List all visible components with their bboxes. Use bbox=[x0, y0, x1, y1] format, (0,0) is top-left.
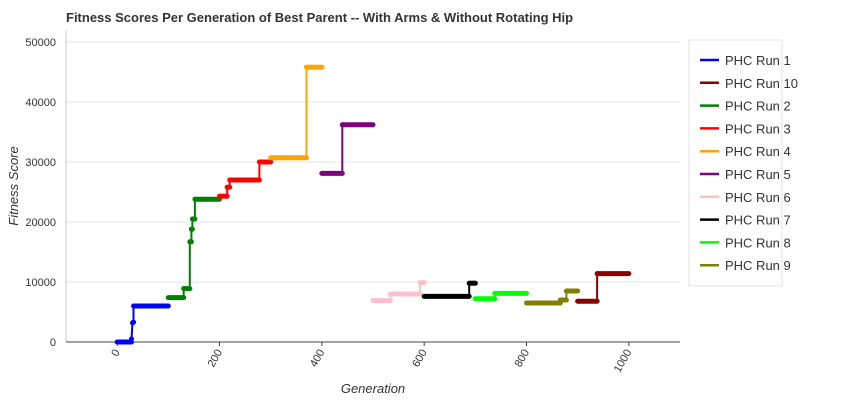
data-point bbox=[319, 170, 325, 176]
data-point bbox=[563, 297, 569, 303]
data-point bbox=[131, 303, 137, 309]
data-point bbox=[303, 155, 309, 161]
legend-item-label: PHC Run 2 bbox=[725, 99, 791, 114]
x-tick-label: 0 bbox=[109, 348, 122, 359]
legend-item-label: PHC Run 4 bbox=[725, 144, 791, 159]
data-point bbox=[387, 298, 393, 304]
legend-item-label: PHC Run 3 bbox=[725, 121, 791, 136]
data-point bbox=[192, 216, 198, 222]
series-line bbox=[270, 66, 322, 159]
legend-item-label: PHC Run 10 bbox=[725, 76, 798, 91]
x-axis-label: Generation bbox=[341, 381, 405, 396]
y-tick-label: 30000 bbox=[25, 157, 56, 169]
data-point bbox=[492, 296, 498, 302]
data-point bbox=[192, 196, 198, 202]
data-point bbox=[472, 280, 478, 286]
data-point bbox=[181, 295, 187, 301]
data-point bbox=[557, 297, 563, 303]
legend: PHC Run 1 PHC Run 10 PHC Run 2 PHC Run 3 PHC… bbox=[688, 39, 798, 287]
data-point bbox=[165, 303, 171, 309]
data-point bbox=[594, 298, 600, 304]
data-point bbox=[224, 193, 230, 199]
data-point bbox=[370, 122, 376, 128]
grid-lines bbox=[66, 41, 680, 283]
series-line bbox=[117, 305, 169, 343]
data-point bbox=[256, 159, 262, 165]
data-point bbox=[472, 296, 478, 302]
data-point bbox=[227, 177, 233, 183]
y-tick-label: 0 bbox=[50, 337, 56, 349]
data-point bbox=[165, 295, 171, 301]
data-point bbox=[524, 300, 529, 306]
data-point bbox=[563, 288, 569, 294]
x-tick-label: 400 bbox=[308, 348, 328, 370]
x-tick-label: 600 bbox=[410, 348, 430, 370]
legend-item-label: PHC Run 9 bbox=[725, 258, 791, 273]
data-point bbox=[114, 339, 120, 345]
y-tick-label: 20000 bbox=[25, 217, 56, 229]
data-point bbox=[524, 290, 529, 296]
data-point bbox=[417, 291, 423, 297]
x-tick-label: 800 bbox=[513, 348, 533, 370]
data-point bbox=[421, 280, 427, 286]
series-line bbox=[168, 198, 220, 299]
data-point bbox=[319, 64, 325, 70]
y-tick-label: 50000 bbox=[25, 37, 56, 49]
data-point bbox=[626, 271, 632, 277]
data-point bbox=[256, 177, 262, 183]
data-point bbox=[466, 280, 472, 286]
legend-item-label: PHC Run 5 bbox=[725, 167, 791, 182]
legend-box bbox=[688, 39, 783, 287]
data-point bbox=[303, 64, 309, 70]
y-tick-label: 10000 bbox=[25, 277, 56, 289]
data-point bbox=[339, 170, 345, 176]
y-tick-label: 40000 bbox=[25, 97, 56, 109]
series-line bbox=[321, 123, 373, 175]
legend-item-label: PHC Run 6 bbox=[725, 190, 791, 205]
data-point bbox=[466, 293, 472, 299]
data-point bbox=[268, 159, 274, 165]
data-point bbox=[594, 271, 600, 277]
data-point bbox=[268, 155, 274, 161]
chart-title: Fitness Scores Per Generation of Best Pa… bbox=[66, 10, 573, 25]
x-axis-ticks: 0 200 400 600 800 1000 bbox=[109, 342, 634, 375]
y-axis-ticks: 0 10000 20000 30000 40000 50000 bbox=[25, 37, 56, 349]
data-point bbox=[128, 336, 134, 342]
data-point bbox=[131, 319, 137, 325]
data-point bbox=[417, 280, 423, 286]
data-point bbox=[575, 288, 581, 294]
x-tick-label: 200 bbox=[206, 348, 226, 370]
legend-item-label: PHC Run 7 bbox=[725, 213, 791, 228]
data-point bbox=[181, 286, 187, 292]
data-point bbox=[387, 291, 393, 297]
legend-item-label: PHC Run 8 bbox=[725, 235, 791, 250]
data-point bbox=[339, 122, 345, 128]
data-point bbox=[575, 298, 581, 304]
data-point bbox=[421, 293, 427, 299]
data-point bbox=[187, 286, 193, 292]
data-point bbox=[370, 298, 376, 304]
data-point bbox=[227, 184, 233, 190]
data-point bbox=[492, 290, 498, 296]
y-axis-label: Fitness Score bbox=[6, 146, 21, 225]
series-line bbox=[577, 272, 629, 303]
series-layer bbox=[114, 64, 632, 345]
data-point bbox=[189, 226, 195, 232]
data-point bbox=[217, 193, 222, 199]
data-point bbox=[188, 239, 194, 245]
legend-item-label: PHC Run 1 bbox=[725, 53, 791, 68]
x-tick-label: 1000 bbox=[612, 348, 635, 375]
